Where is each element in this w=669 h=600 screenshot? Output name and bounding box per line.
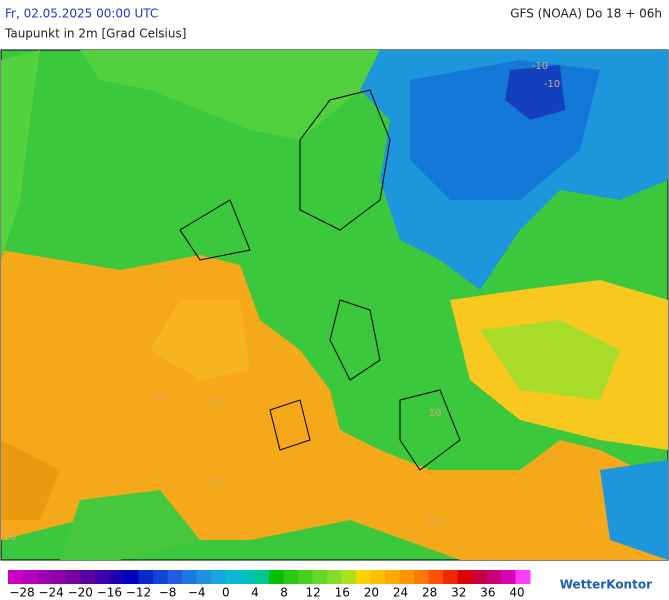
contour-label: 10 (429, 408, 442, 419)
legend-swatch (501, 570, 516, 584)
contour-label: -10 (544, 79, 560, 90)
legend-label: 36 (480, 586, 495, 600)
legend-swatch (138, 570, 154, 584)
map (0, 49, 669, 561)
legend-swatch (167, 570, 183, 584)
contour-label: -10 (532, 61, 548, 72)
legend-swatch (124, 570, 139, 584)
legend-swatch (428, 570, 444, 584)
legend-swatch (370, 570, 386, 584)
legend-swatch (95, 570, 110, 584)
contour-label: 10 (154, 393, 167, 404)
model: GFS (NOAA) Do 18 + 06h (510, 7, 662, 21)
legend-swatch (8, 570, 23, 584)
legend-swatch (399, 570, 415, 584)
legend-label: 12 (306, 586, 321, 600)
legend-swatch (486, 570, 502, 584)
legend-label: −28 (9, 586, 34, 600)
contour-label: 10 (209, 477, 222, 488)
legend-swatch (472, 570, 487, 584)
legend-label: 24 (393, 586, 408, 600)
legend-label: 32 (451, 586, 466, 600)
title: Taupunkt in 2m [Grad Celsius] (4, 27, 186, 41)
legend-swatch (22, 570, 38, 584)
legend-swatch (312, 570, 328, 584)
legend-swatch (385, 570, 400, 584)
legend-label: −12 (126, 586, 151, 600)
legend-label: −20 (68, 586, 93, 600)
legend-swatch (37, 570, 52, 584)
legend-swatch (51, 570, 67, 584)
legend-swatch (225, 570, 241, 584)
legend-label: 0 (222, 586, 230, 600)
legend-swatch (196, 570, 212, 584)
legend-swatch (66, 570, 81, 584)
legend-swatch (283, 570, 299, 584)
legend-swatch (356, 570, 371, 584)
legend-label: 28 (422, 586, 437, 600)
legend-swatch (254, 570, 270, 584)
legend-label: 8 (280, 586, 288, 600)
legend-label: 40 (509, 586, 524, 600)
legend-label: −24 (38, 586, 63, 600)
legend-swatch (341, 570, 357, 584)
contour-label: 10 (429, 517, 442, 528)
legend-label: −4 (188, 586, 206, 600)
contour-label: 10 (4, 532, 17, 543)
legend-swatch (240, 570, 255, 584)
legend-label: −16 (97, 586, 122, 600)
legend-swatch (153, 570, 168, 584)
contour-label: 10 (209, 397, 222, 408)
legend-label: 4 (251, 586, 259, 600)
legend-swatch (414, 570, 429, 584)
legend-swatch (109, 570, 125, 584)
legend-swatch (80, 570, 96, 584)
legend-swatch (269, 570, 284, 584)
date: Fr, 02.05.2025 00:00 UTC (5, 7, 158, 21)
logo: WetterKontor (560, 578, 652, 592)
legend-swatch (443, 570, 458, 584)
legend-swatch (515, 570, 531, 584)
legend-swatch (182, 570, 197, 584)
legend-swatch (327, 570, 342, 584)
legend-label: 16 (335, 586, 350, 600)
legend-swatch (457, 570, 473, 584)
legend-label: 20 (364, 586, 379, 600)
legend-label: −8 (159, 586, 177, 600)
legend-swatch (211, 570, 226, 584)
legend-swatch (298, 570, 313, 584)
